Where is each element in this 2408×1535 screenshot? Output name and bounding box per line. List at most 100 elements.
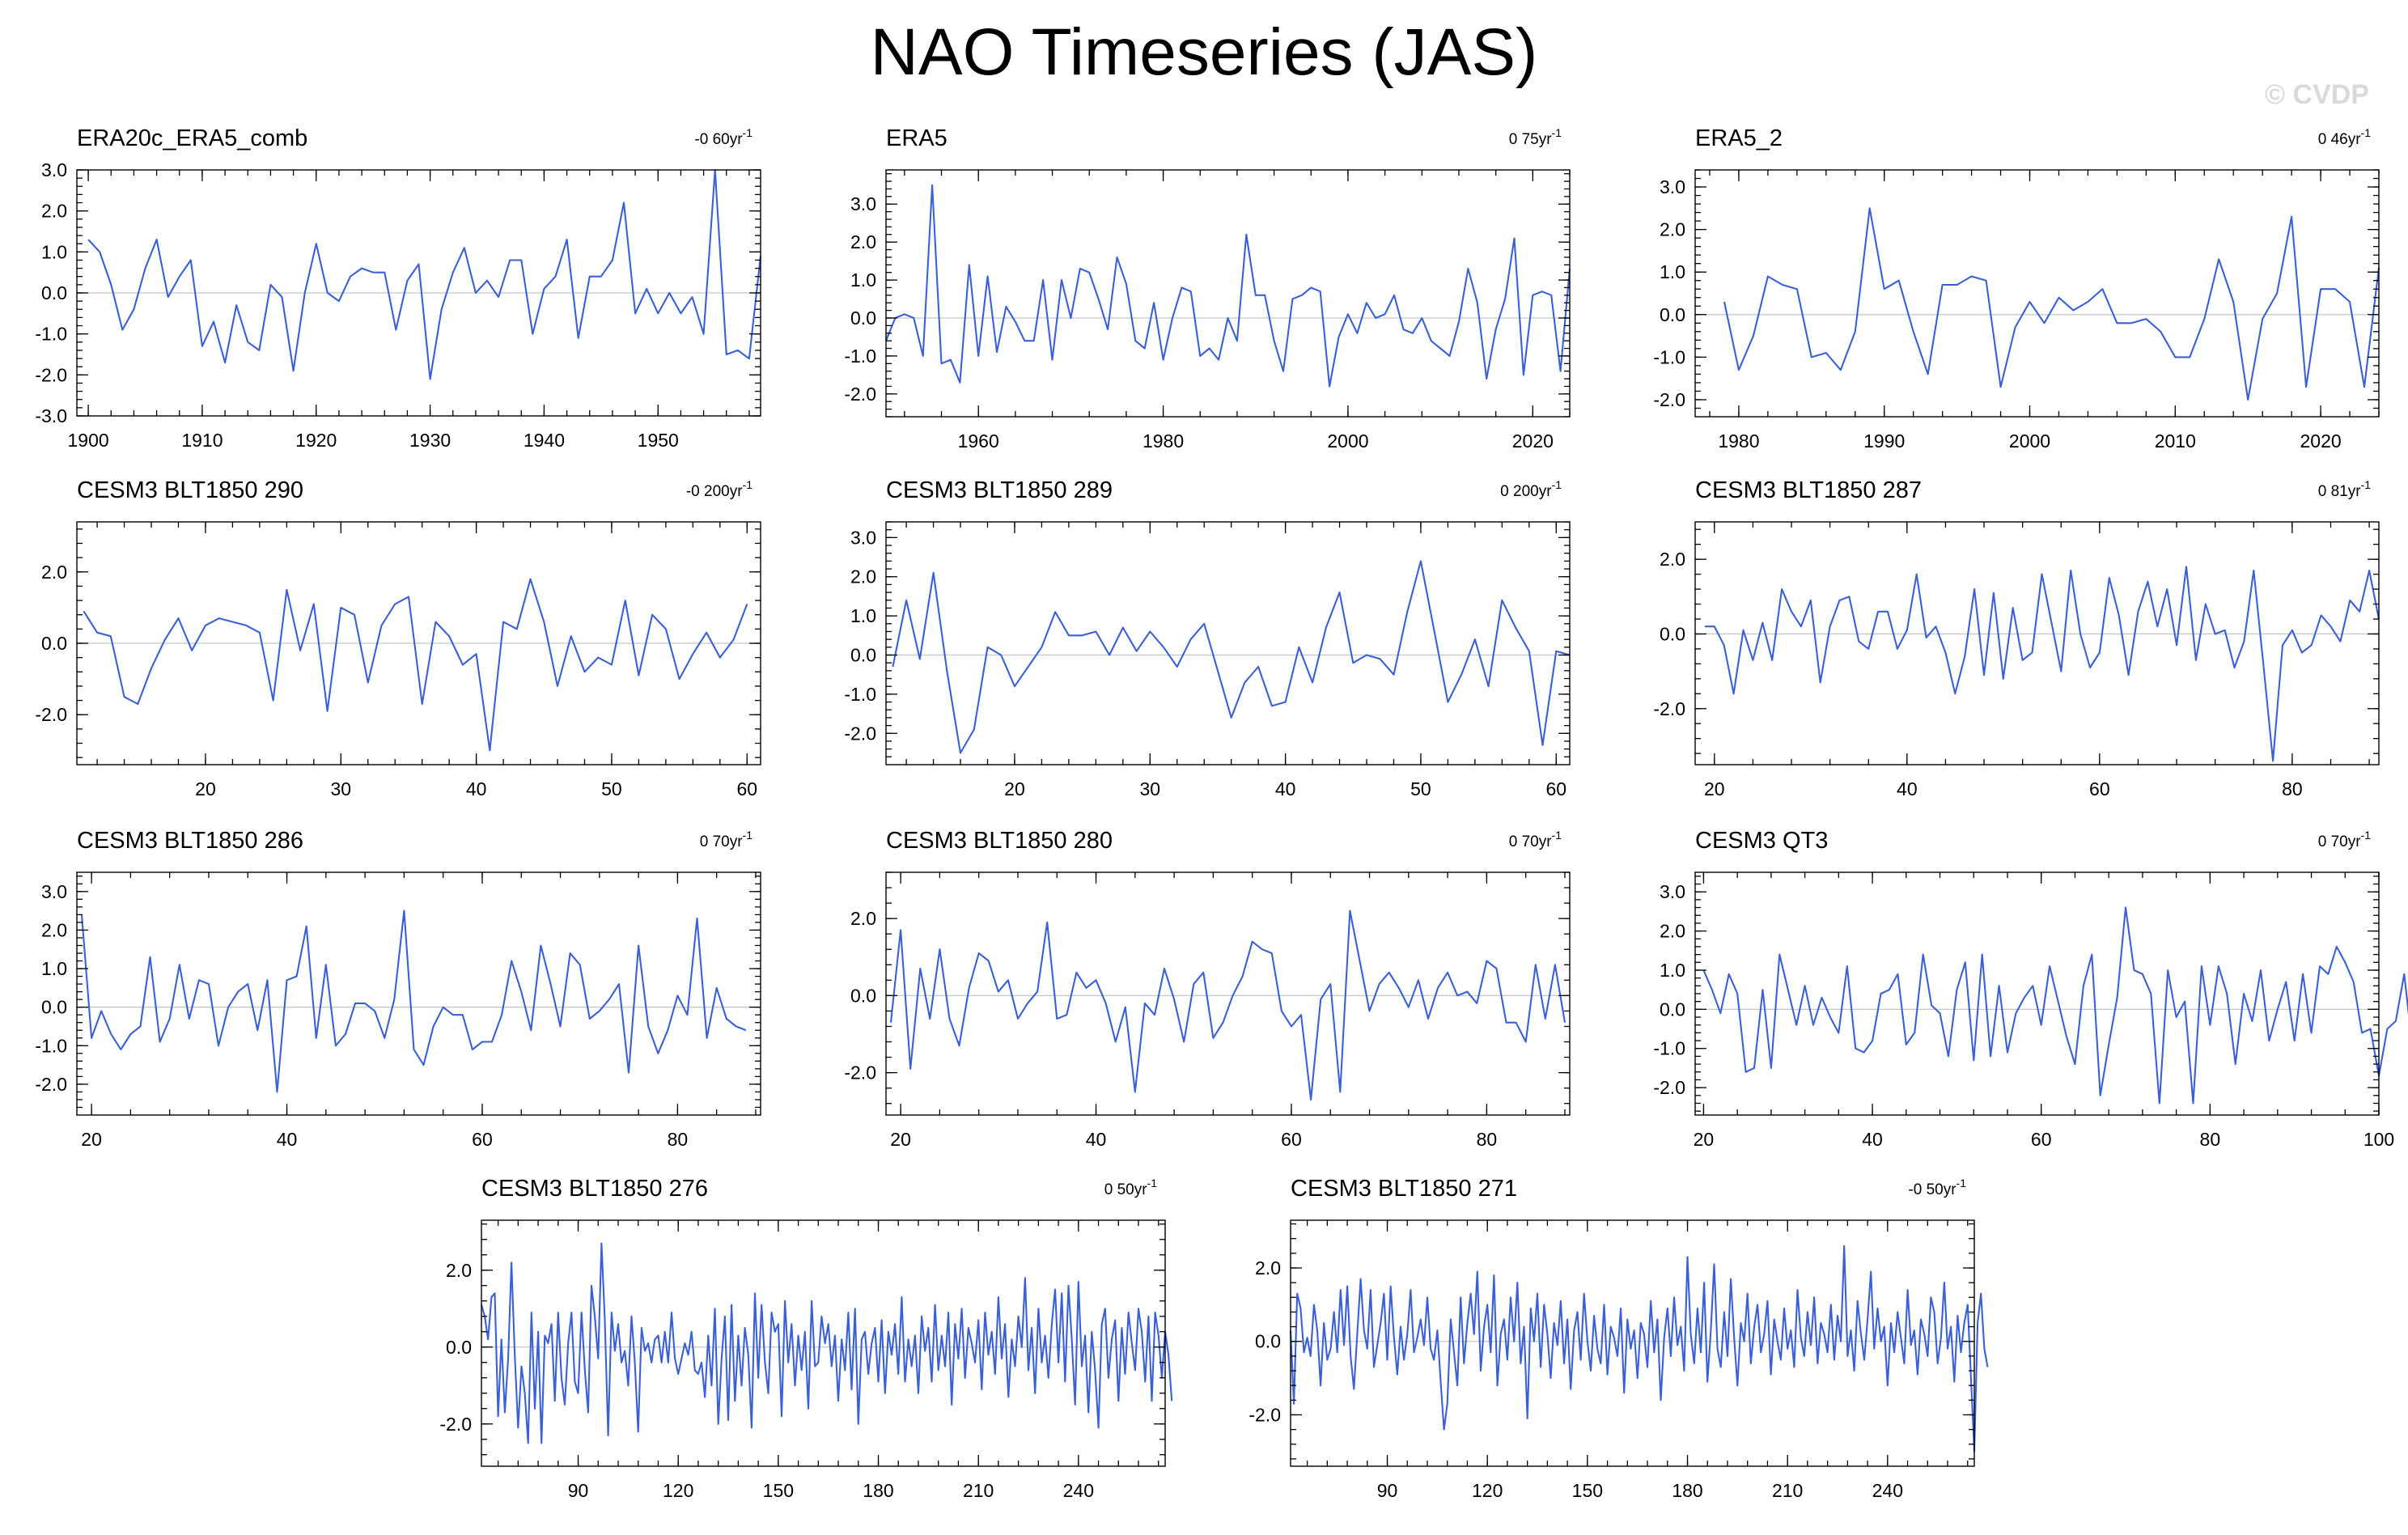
y-tick-label: -1.0 xyxy=(35,324,67,345)
plot-frame xyxy=(481,1219,1166,1467)
trend-superscript: -1 xyxy=(2361,829,2372,842)
x-tick-label: 2020 xyxy=(2300,430,2341,452)
y-tick-label: 0.0 xyxy=(1660,304,1685,325)
y-tick-label: 0.0 xyxy=(850,985,876,1006)
y-tick-label: -2.0 xyxy=(844,384,876,405)
y-tick-label: 0.0 xyxy=(850,307,876,329)
chart-panel: -3.0 -2.0 -1.0 0.0 1.0 2.0 3.0 1900 1910 1920 1930… xyxy=(35,125,762,451)
panel-title: CESM3 BLT1850 287 xyxy=(1695,477,1922,503)
y-tick-label: -2.0 xyxy=(1653,389,1685,410)
x-tick-label: 1980 xyxy=(1143,430,1184,452)
y-tick-label: 1.0 xyxy=(850,605,876,626)
trend-superscript: -1 xyxy=(1552,126,1562,139)
x-tick-label: 40 xyxy=(277,1129,298,1150)
plot-frame xyxy=(885,871,1571,1116)
x-tick-label: 2020 xyxy=(1512,430,1554,452)
trend-superscript: -1 xyxy=(2361,478,2372,491)
panel-title: CESM3 BLT1850 271 xyxy=(1291,1176,1517,1202)
panel-title: CESM3 QT3 xyxy=(1695,828,1828,854)
x-tick-label: 1930 xyxy=(409,430,451,451)
y-tick-label: 3.0 xyxy=(1660,176,1685,197)
y-tick-label: -2.0 xyxy=(35,1074,67,1095)
x-tick-label: 1910 xyxy=(181,430,223,451)
y-tick-label: 0.0 xyxy=(41,282,67,303)
nao-series-line xyxy=(889,910,1566,1101)
x-tick-label: 50 xyxy=(1410,778,1431,799)
y-tick-label: 2.0 xyxy=(850,908,876,929)
y-tick-label: -1.0 xyxy=(1653,346,1685,367)
y-tick-label: 0.0 xyxy=(1660,999,1685,1020)
y-tick-label: 3.0 xyxy=(41,881,67,902)
x-tick-label: 180 xyxy=(863,1480,893,1501)
chart-panel: -2.0 0.0 2.0 20 40 60 80 CESM3 BLT1850 287 0 81y… xyxy=(1653,477,2380,799)
chart-panel: -2.0 -1.0 0.0 1.0 2.0 3.0 20 30 40 50 60 CESM3 BLT1… xyxy=(844,477,1571,799)
chart-panel: -2.0 0.0 2.0 90 120 150 180 210 240 CESM3 BLT1850… xyxy=(439,1176,1173,1501)
plot-frame xyxy=(1694,871,2380,1116)
nao-series-line xyxy=(1704,566,2380,762)
y-tick-label: -2.0 xyxy=(35,704,67,725)
trend-label: 0 46yr-1 xyxy=(2318,126,2371,148)
trend-superscript: -1 xyxy=(1147,1177,1158,1189)
trend-superscript: -1 xyxy=(743,829,753,842)
x-tick-label: 20 xyxy=(195,778,216,799)
trend-label: 0 50yr-1 xyxy=(1104,1177,1157,1198)
y-tick-label: 0.0 xyxy=(1255,1331,1281,1352)
panel-title: CESM3 BLT1850 290 xyxy=(77,477,303,503)
x-tick-label: 80 xyxy=(668,1129,689,1150)
panel-title: ERA5_2 xyxy=(1695,125,1783,151)
x-tick-label: 40 xyxy=(1897,778,1918,799)
x-tick-label: 150 xyxy=(1572,1480,1603,1501)
trend-superscript: -1 xyxy=(2361,126,2372,139)
y-tick-label: 3.0 xyxy=(41,159,67,180)
y-tick-label: -1.0 xyxy=(844,684,876,705)
x-tick-label: 60 xyxy=(2089,778,2110,799)
x-tick-label: 150 xyxy=(763,1480,794,1501)
trend-superscript: -1 xyxy=(743,126,753,139)
y-tick-label: -1.0 xyxy=(1653,1038,1685,1059)
y-tick-label: 0.0 xyxy=(850,645,876,666)
trend-superscript: -1 xyxy=(743,478,753,491)
x-tick-label: 30 xyxy=(330,778,351,799)
y-tick-label: 1.0 xyxy=(41,958,67,979)
y-tick-label: 1.0 xyxy=(1660,261,1685,282)
trend-superscript: -1 xyxy=(1956,1177,1967,1189)
trend-label: 0 200yr-1 xyxy=(1500,478,1562,500)
y-tick-label: 0.0 xyxy=(41,997,67,1018)
trend-label: 0 75yr-1 xyxy=(1509,126,1562,148)
y-tick-label: 1.0 xyxy=(1660,960,1685,981)
x-tick-label: 240 xyxy=(1872,1480,1903,1501)
plot-frame xyxy=(1694,521,2380,765)
trend-label: 0 70yr-1 xyxy=(1509,829,1562,850)
x-tick-label: 90 xyxy=(1377,1480,1398,1501)
x-tick-label: 20 xyxy=(890,1129,911,1150)
y-tick-label: 2.0 xyxy=(41,201,67,222)
x-tick-label: 60 xyxy=(472,1129,493,1150)
trend-label: 0 70yr-1 xyxy=(700,829,752,850)
x-tick-label: 80 xyxy=(1477,1129,1498,1150)
x-tick-label: 50 xyxy=(601,778,622,799)
x-tick-label: 210 xyxy=(1772,1480,1803,1501)
chart-panel: -2.0 0.0 2.0 20 30 40 50 60 CESM3 BLT1850 290 -0 … xyxy=(35,477,761,799)
x-tick-label: 20 xyxy=(1004,778,1025,799)
chart-panel: -2.0 -1.0 0.0 1.0 2.0 3.0 20 40 60 80 CESM3 BLT185… xyxy=(35,828,761,1150)
y-tick-label: 1.0 xyxy=(41,241,67,262)
plot-frame xyxy=(1694,169,2380,418)
y-tick-label: -1.0 xyxy=(35,1035,67,1056)
x-tick-label: 40 xyxy=(466,778,487,799)
x-tick-label: 20 xyxy=(1704,778,1725,799)
y-tick-label: 3.0 xyxy=(1660,881,1685,902)
nao-series-line xyxy=(1702,906,2408,1105)
x-tick-label: 40 xyxy=(1275,778,1296,799)
x-tick-label: 60 xyxy=(1545,778,1566,799)
x-tick-label: 60 xyxy=(1281,1129,1302,1150)
x-tick-label: 1980 xyxy=(1718,430,1759,452)
x-tick-label: 1950 xyxy=(638,430,679,451)
figure-title: NAO Timeseries (JAS) xyxy=(871,15,1538,89)
x-tick-label: 240 xyxy=(1063,1480,1094,1501)
cvdp-watermark: © CVDP xyxy=(2265,79,2369,110)
y-tick-label: 2.0 xyxy=(41,919,67,940)
chart-panels: -3.0 -2.0 -1.0 0.0 1.0 2.0 3.0 1900 1910 1920 1930… xyxy=(35,125,2408,1501)
y-tick-label: -2.0 xyxy=(439,1414,472,1435)
nao-series-line xyxy=(1723,207,2380,401)
x-tick-label: 1920 xyxy=(295,430,337,451)
